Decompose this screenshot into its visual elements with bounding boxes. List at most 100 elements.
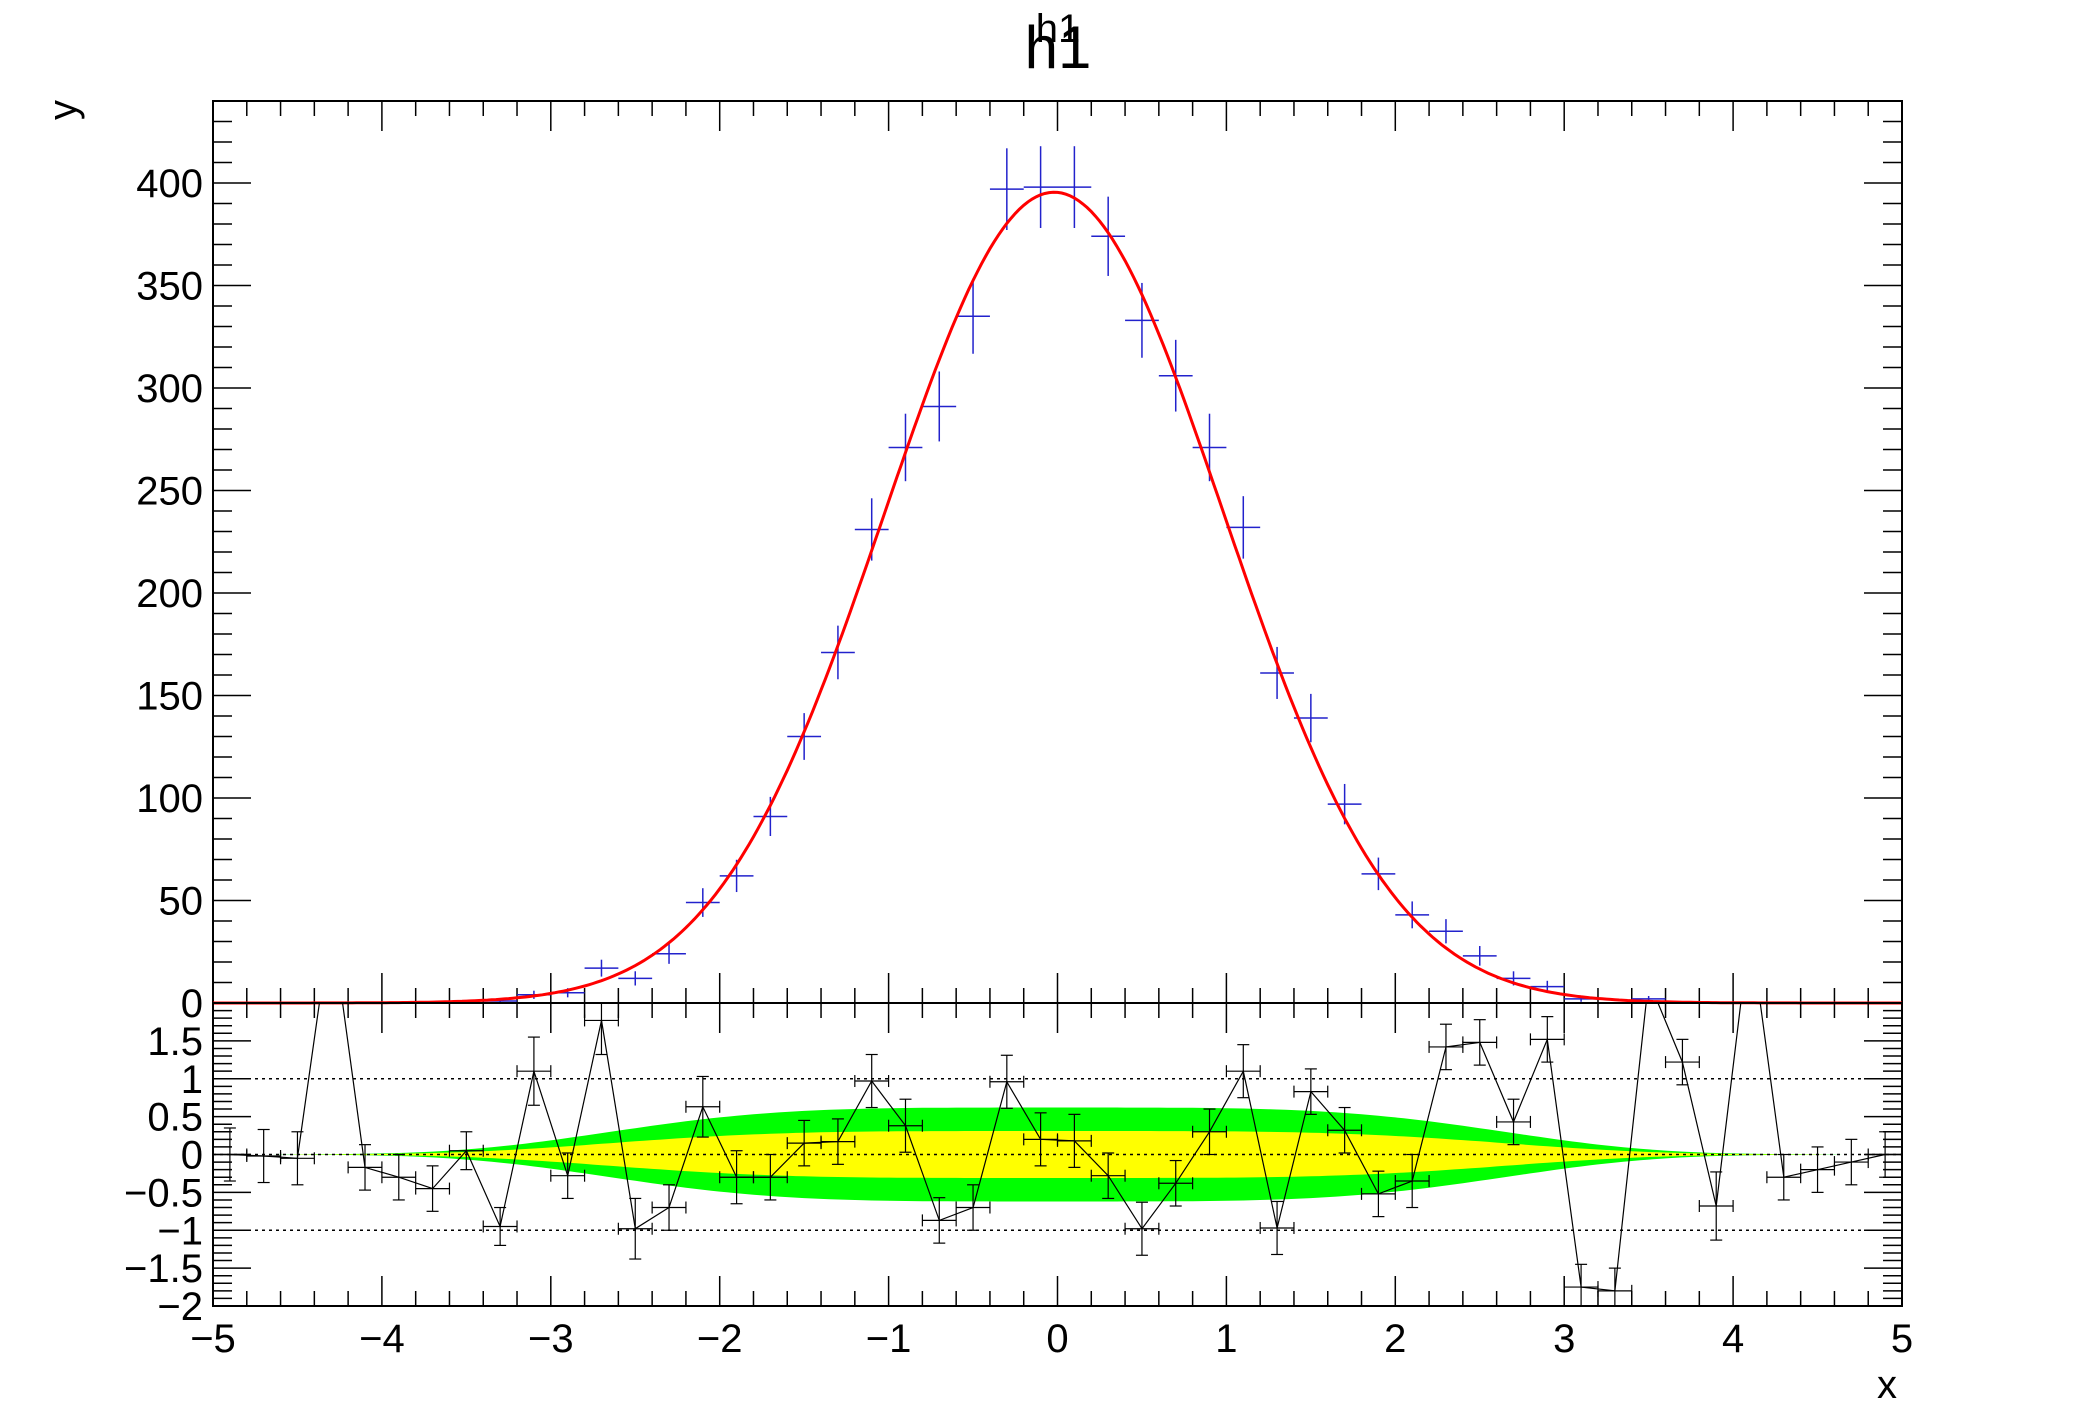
chart-title: h1 [1025, 14, 1092, 81]
x-tick-label: 0 [1046, 1317, 1068, 1361]
residual-point [887, 1098, 923, 1153]
residual-point [381, 1153, 417, 1201]
residual-point [246, 1128, 282, 1184]
histogram-point [1091, 196, 1126, 276]
residual-point [921, 1197, 957, 1244]
residual-point [651, 1184, 687, 1231]
residual-point [1800, 1146, 1836, 1193]
bottom-y-tick-label: −0.5 [124, 1171, 203, 1215]
top-y-tick-label: 100 [136, 777, 203, 821]
residual-point [550, 1152, 586, 1200]
histogram-point [1023, 146, 1058, 228]
residual-point [955, 1184, 991, 1231]
residual-point [719, 1150, 755, 1205]
histogram-point [821, 625, 855, 680]
bottom-y-tick-label: 0 [181, 1134, 203, 1178]
residual-point [482, 1206, 518, 1247]
histogram-point [1429, 919, 1463, 944]
histogram-point [584, 959, 619, 977]
residual-point [1225, 1044, 1261, 1099]
x-tick-label: 1 [1215, 1317, 1237, 1361]
residual-point [1259, 1200, 1295, 1256]
bottom-panel: −2−1.5−1−0.500.511.5−5 −4 −3 −2 −1 0 1 2 3 4 5 [124, 897, 1913, 1361]
residual-point [1698, 1171, 1734, 1241]
residual-point [347, 1144, 383, 1191]
histogram-point [1226, 496, 1261, 559]
histogram-point [956, 278, 990, 354]
top-panel: 0 50 100 150 200 250 300 350 400 [136, 100, 1903, 1026]
residual-point [448, 1131, 484, 1171]
histogram-point [618, 971, 653, 986]
chart-title-upper-pad: h1 [1036, 7, 1081, 51]
histogram-point [1462, 946, 1497, 966]
bottom-y-tick-label: 1.5 [147, 1020, 203, 1064]
residual-point [685, 1075, 721, 1138]
residual-point [1192, 1108, 1228, 1156]
histogram-point [888, 413, 923, 482]
top-y-tick-label: 0 [181, 982, 203, 1026]
confidence-band [213, 1131, 1902, 1178]
residual-point [854, 1053, 890, 1109]
residual-point [583, 1003, 619, 1056]
residual-point [314, 897, 348, 942]
x-tick-label: −1 [866, 1317, 912, 1361]
bottom-y-tick-label: −2 [157, 1285, 203, 1329]
bottom-y-tick-label: 1 [181, 1058, 203, 1102]
histogram-point [1260, 646, 1294, 699]
residual-point [1056, 1113, 1092, 1168]
histogram-point [989, 148, 1024, 230]
top-y-tick-label: 300 [136, 367, 203, 411]
residual-point [1833, 1138, 1869, 1186]
x-tick-label: −2 [697, 1317, 743, 1361]
x-tick-label: 4 [1722, 1317, 1744, 1361]
top-y-tick-label: 200 [136, 572, 203, 616]
residual-point [1766, 1153, 1802, 1201]
residual-point [1360, 1170, 1396, 1218]
top-y-tick-label: 250 [136, 470, 203, 514]
top-y-tick-label: 400 [136, 162, 203, 206]
x-tick-label: −3 [528, 1317, 574, 1361]
x-tick-label: 5 [1891, 1317, 1913, 1361]
residual-group [213, 897, 1902, 1306]
residual-point [617, 1197, 653, 1260]
residual-point [1293, 1068, 1329, 1115]
residual-point [1496, 1098, 1532, 1146]
histogram-point [1395, 901, 1430, 929]
residual-point [1090, 1152, 1126, 1200]
top-plot-frame [212, 100, 1903, 1004]
histogram-point [787, 713, 822, 760]
bottom-y-tick-label: 0.5 [147, 1096, 203, 1140]
x-tick-label: −4 [359, 1317, 405, 1361]
residual-point [415, 1165, 451, 1212]
residual-point [516, 1036, 552, 1106]
residual-point [1124, 1201, 1160, 1256]
top-y-tick-label: 350 [136, 265, 203, 309]
residual-point [1462, 1019, 1498, 1066]
top-y-tick-label: 50 [159, 880, 204, 924]
bottom-y-tick-label: −1 [157, 1209, 203, 1253]
x-tick-label: −5 [190, 1317, 236, 1361]
residual-point [1563, 1263, 1599, 1306]
residual-point [1428, 1023, 1464, 1071]
top-y-axis-title: y [41, 100, 85, 120]
residual-point [1327, 1106, 1363, 1154]
residual-point [279, 1131, 315, 1186]
residual-point [1529, 1016, 1565, 1063]
x-tick-label: 2 [1384, 1317, 1406, 1361]
residual-point [1158, 1159, 1194, 1207]
residual-point [1394, 1153, 1430, 1209]
residual-point [989, 1054, 1025, 1109]
residual-point [1733, 905, 1767, 950]
histogram-point [652, 943, 686, 964]
x-axis-title: x [1877, 1363, 1897, 1407]
bottom-y-tick-label: −1.5 [124, 1247, 203, 1291]
histogram-point [685, 888, 720, 917]
residual-point [820, 1118, 856, 1165]
top-y-tick-label: 150 [136, 675, 203, 719]
x-tick-label: 3 [1553, 1317, 1575, 1361]
histogram-point [1057, 146, 1092, 228]
fit-curve [213, 190, 1902, 1005]
residual-point [1664, 1038, 1700, 1086]
